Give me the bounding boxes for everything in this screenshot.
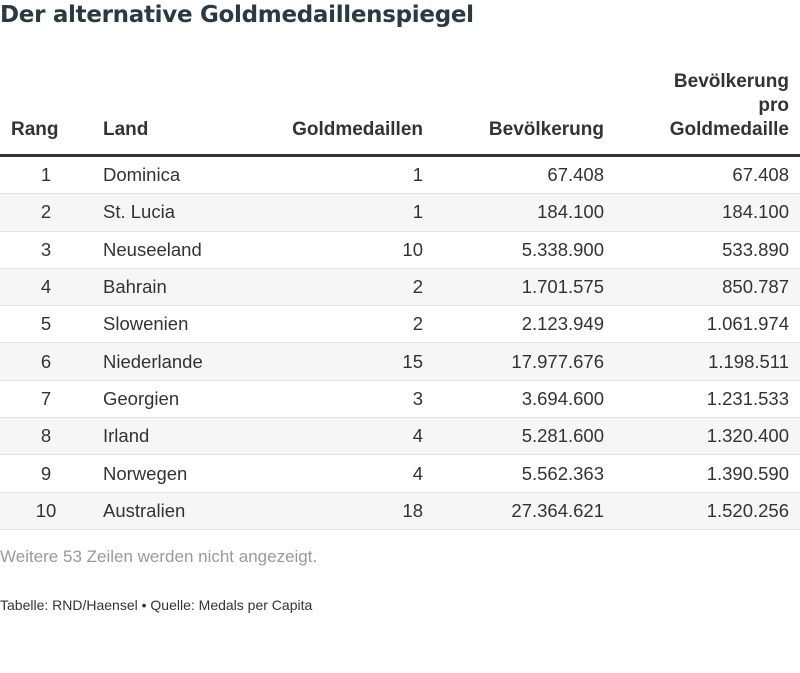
table-row: 1 Dominica 1 67.408 67.408 xyxy=(0,155,800,195)
cell-land: Irland xyxy=(92,417,252,456)
table-body: 1 Dominica 1 67.408 67.408 2 St. Lucia 1 184.100… xyxy=(0,155,800,530)
cell-land: Slowenien xyxy=(92,305,252,344)
cell-bevoelkerung-pro-goldmedaille: 533.890 xyxy=(615,231,800,269)
header-line: pro xyxy=(758,95,789,116)
table-title: Der alternative Goldmedaillenspiegel xyxy=(0,2,474,28)
cell-goldmedaillen: 10 xyxy=(252,231,434,269)
cell-bevoelkerung-pro-goldmedaille: 1.520.256 xyxy=(615,492,800,530)
cell-land: Bahrain xyxy=(92,268,252,307)
cell-land: St. Lucia xyxy=(92,193,252,232)
table-row: 8 Irland 4 5.281.600 1.320.400 xyxy=(0,417,800,456)
column-header-rang[interactable]: Rang xyxy=(0,70,92,157)
column-header-goldmedaillen[interactable]: Goldmedaillen xyxy=(252,70,434,157)
cell-rang: 2 xyxy=(0,193,92,232)
cell-goldmedaillen: 4 xyxy=(252,454,434,493)
cell-rang: 10 xyxy=(0,492,92,530)
cell-bevoelkerung-pro-goldmedaille: 1.231.533 xyxy=(615,380,800,419)
cell-bevoelkerung: 184.100 xyxy=(434,193,615,232)
cell-bevoelkerung-pro-goldmedaille: 1.320.400 xyxy=(615,417,800,456)
cell-rang: 1 xyxy=(0,155,92,195)
cell-rang: 9 xyxy=(0,454,92,493)
cell-bevoelkerung-pro-goldmedaille: 850.787 xyxy=(615,268,800,307)
table-row: 7 Georgien 3 3.694.600 1.231.533 xyxy=(0,380,800,419)
cell-goldmedaillen: 2 xyxy=(252,268,434,307)
cell-rang: 3 xyxy=(0,231,92,269)
hidden-rows-note: Weitere 53 Zeilen werden nicht angezeigt… xyxy=(0,547,318,566)
cell-land: Australien xyxy=(92,492,252,530)
cell-rang: 5 xyxy=(0,305,92,344)
cell-goldmedaillen: 15 xyxy=(252,342,434,381)
cell-goldmedaillen: 1 xyxy=(252,155,434,195)
cell-bevoelkerung: 5.281.600 xyxy=(434,417,615,456)
cell-rang: 4 xyxy=(0,268,92,307)
cell-goldmedaillen: 2 xyxy=(252,305,434,344)
table-row: 3 Neuseeland 10 5.338.900 533.890 xyxy=(0,231,800,269)
table-header-row: Rang Land Goldmedaillen Bevölkerung Bevö… xyxy=(0,70,800,157)
table-row: 10 Australien 18 27.364.621 1.520.256 xyxy=(0,492,800,530)
cell-land: Georgien xyxy=(92,380,252,419)
cell-land: Norwegen xyxy=(92,454,252,493)
cell-goldmedaillen: 1 xyxy=(252,193,434,232)
cell-goldmedaillen: 4 xyxy=(252,417,434,456)
cell-goldmedaillen: 18 xyxy=(252,492,434,530)
cell-land: Niederlande xyxy=(92,342,252,381)
column-header-bevoelkerung-pro-goldmedaille[interactable]: Bevölkerung pro Goldmedaille xyxy=(615,70,800,157)
cell-land: Neuseeland xyxy=(92,231,252,269)
source-line: Tabelle: RND/Haensel • Quelle: Medals pe… xyxy=(0,597,313,613)
cell-land: Dominica xyxy=(92,155,252,195)
column-header-bevoelkerung[interactable]: Bevölkerung xyxy=(434,70,615,157)
cell-bevoelkerung-pro-goldmedaille: 1.061.974 xyxy=(615,305,800,344)
cell-bevoelkerung: 5.338.900 xyxy=(434,231,615,269)
cell-bevoelkerung-pro-goldmedaille: 1.390.590 xyxy=(615,454,800,493)
medal-table: Rang Land Goldmedaillen Bevölkerung Bevö… xyxy=(0,70,800,530)
column-header-land[interactable]: Land xyxy=(92,70,252,157)
table-row: 5 Slowenien 2 2.123.949 1.061.974 xyxy=(0,305,800,344)
table-row: 9 Norwegen 4 5.562.363 1.390.590 xyxy=(0,454,800,493)
table-row: 6 Niederlande 15 17.977.676 1.198.511 xyxy=(0,342,800,381)
header-line: Bevölkerung xyxy=(673,71,789,92)
cell-bevoelkerung: 1.701.575 xyxy=(434,268,615,307)
cell-rang: 7 xyxy=(0,380,92,419)
cell-bevoelkerung: 27.364.621 xyxy=(434,492,615,530)
cell-bevoelkerung: 67.408 xyxy=(434,155,615,195)
cell-bevoelkerung: 17.977.676 xyxy=(434,342,615,381)
cell-bevoelkerung: 3.694.600 xyxy=(434,380,615,419)
cell-bevoelkerung-pro-goldmedaille: 1.198.511 xyxy=(615,342,800,381)
cell-bevoelkerung: 5.562.363 xyxy=(434,454,615,493)
cell-bevoelkerung-pro-goldmedaille: 67.408 xyxy=(615,155,800,195)
header-line: Goldmedaille xyxy=(669,119,789,140)
cell-bevoelkerung-pro-goldmedaille: 184.100 xyxy=(615,193,800,232)
cell-bevoelkerung: 2.123.949 xyxy=(434,305,615,344)
table-row: 4 Bahrain 2 1.701.575 850.787 xyxy=(0,268,800,307)
cell-rang: 8 xyxy=(0,417,92,456)
cell-goldmedaillen: 3 xyxy=(252,380,434,419)
table-row: 2 St. Lucia 1 184.100 184.100 xyxy=(0,193,800,232)
cell-rang: 6 xyxy=(0,342,92,381)
